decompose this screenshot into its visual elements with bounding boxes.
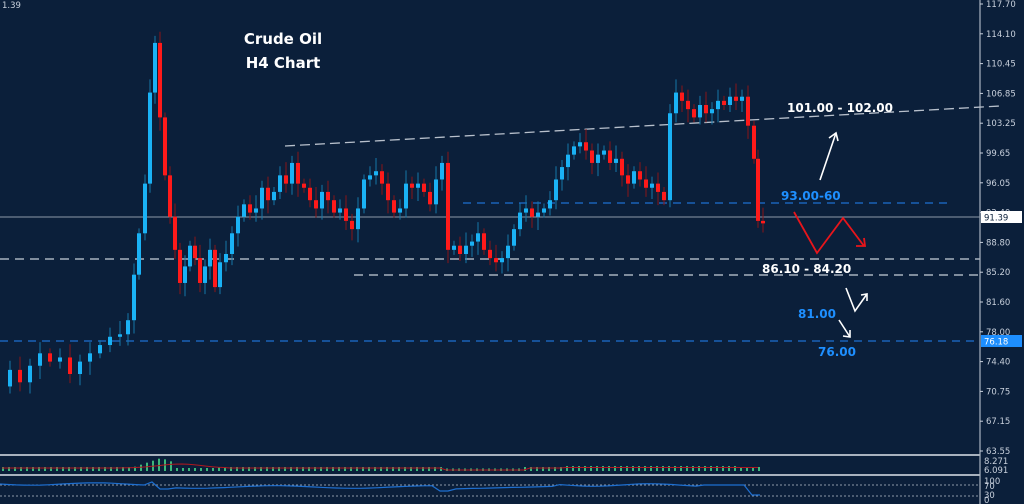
candlesticks xyxy=(8,31,765,394)
price-tick-label: 110.45 xyxy=(986,60,1016,70)
label-76: 76.00 xyxy=(818,345,856,359)
price-tick-label: 78.00 xyxy=(986,328,1010,338)
label-93: 93.00-60 xyxy=(781,189,841,203)
price-tick-label: 81.60 xyxy=(986,298,1010,308)
chart-title: Crude Oil xyxy=(244,30,322,48)
down-arrow-icon xyxy=(838,319,851,338)
price-tick-label: 96.05 xyxy=(986,179,1010,189)
top-left-value: 1.39 xyxy=(2,1,21,11)
indicator1-value-1: 8.271 xyxy=(984,457,1008,467)
level-76-price-tag xyxy=(981,335,1022,347)
indicator1-value-2: 6.091 xyxy=(984,466,1008,476)
price-tick-label: 99.65 xyxy=(986,149,1010,159)
indicator-histogram xyxy=(2,458,760,471)
price-tick-label: 88.80 xyxy=(986,238,1010,248)
oscillator-label-100: 100 xyxy=(984,477,1000,487)
label-81: 81.00 xyxy=(798,307,836,321)
level-76-price-tag-text: 76.18 xyxy=(984,338,1008,348)
price-tick-label: 114.10 xyxy=(986,30,1016,40)
label-support-86-84: 86.10 - 84.20 xyxy=(762,262,851,276)
label-resistance-101-102: 101.00 - 102.00 xyxy=(787,101,893,115)
oscillator-label-70: 70 xyxy=(984,482,995,492)
chart-subtitle: H4 Chart xyxy=(246,54,321,72)
price-tick-label: 63.55 xyxy=(986,447,1010,457)
oscillator-line xyxy=(0,481,760,496)
price-tick-label: 74.40 xyxy=(986,358,1010,368)
price-tick-label: 67.15 xyxy=(986,417,1010,427)
bounce-arrow-icon xyxy=(845,287,868,313)
price-tick-label: 103.25 xyxy=(986,119,1016,129)
price-axis-ticks: 117.70 114.10 110.45 106.85 103.25 99.65 96.05… xyxy=(980,0,1016,457)
up-arrow-icon xyxy=(819,131,839,181)
price-tick-label: 117.70 xyxy=(986,0,1016,10)
price-tick-label: 70.75 xyxy=(986,387,1010,397)
price-tick-label: 85.20 xyxy=(986,268,1010,278)
price-tick-label: 106.85 xyxy=(986,89,1016,99)
oscillator-label-30: 30 xyxy=(984,491,995,501)
current-price-tag-text: 91.39 xyxy=(984,214,1008,224)
zigzag-down-arrow-icon xyxy=(793,211,867,255)
oscillator-label-0: 0 xyxy=(984,496,989,504)
indicator-signal-line xyxy=(2,463,758,471)
current-price-tag xyxy=(981,211,1022,223)
